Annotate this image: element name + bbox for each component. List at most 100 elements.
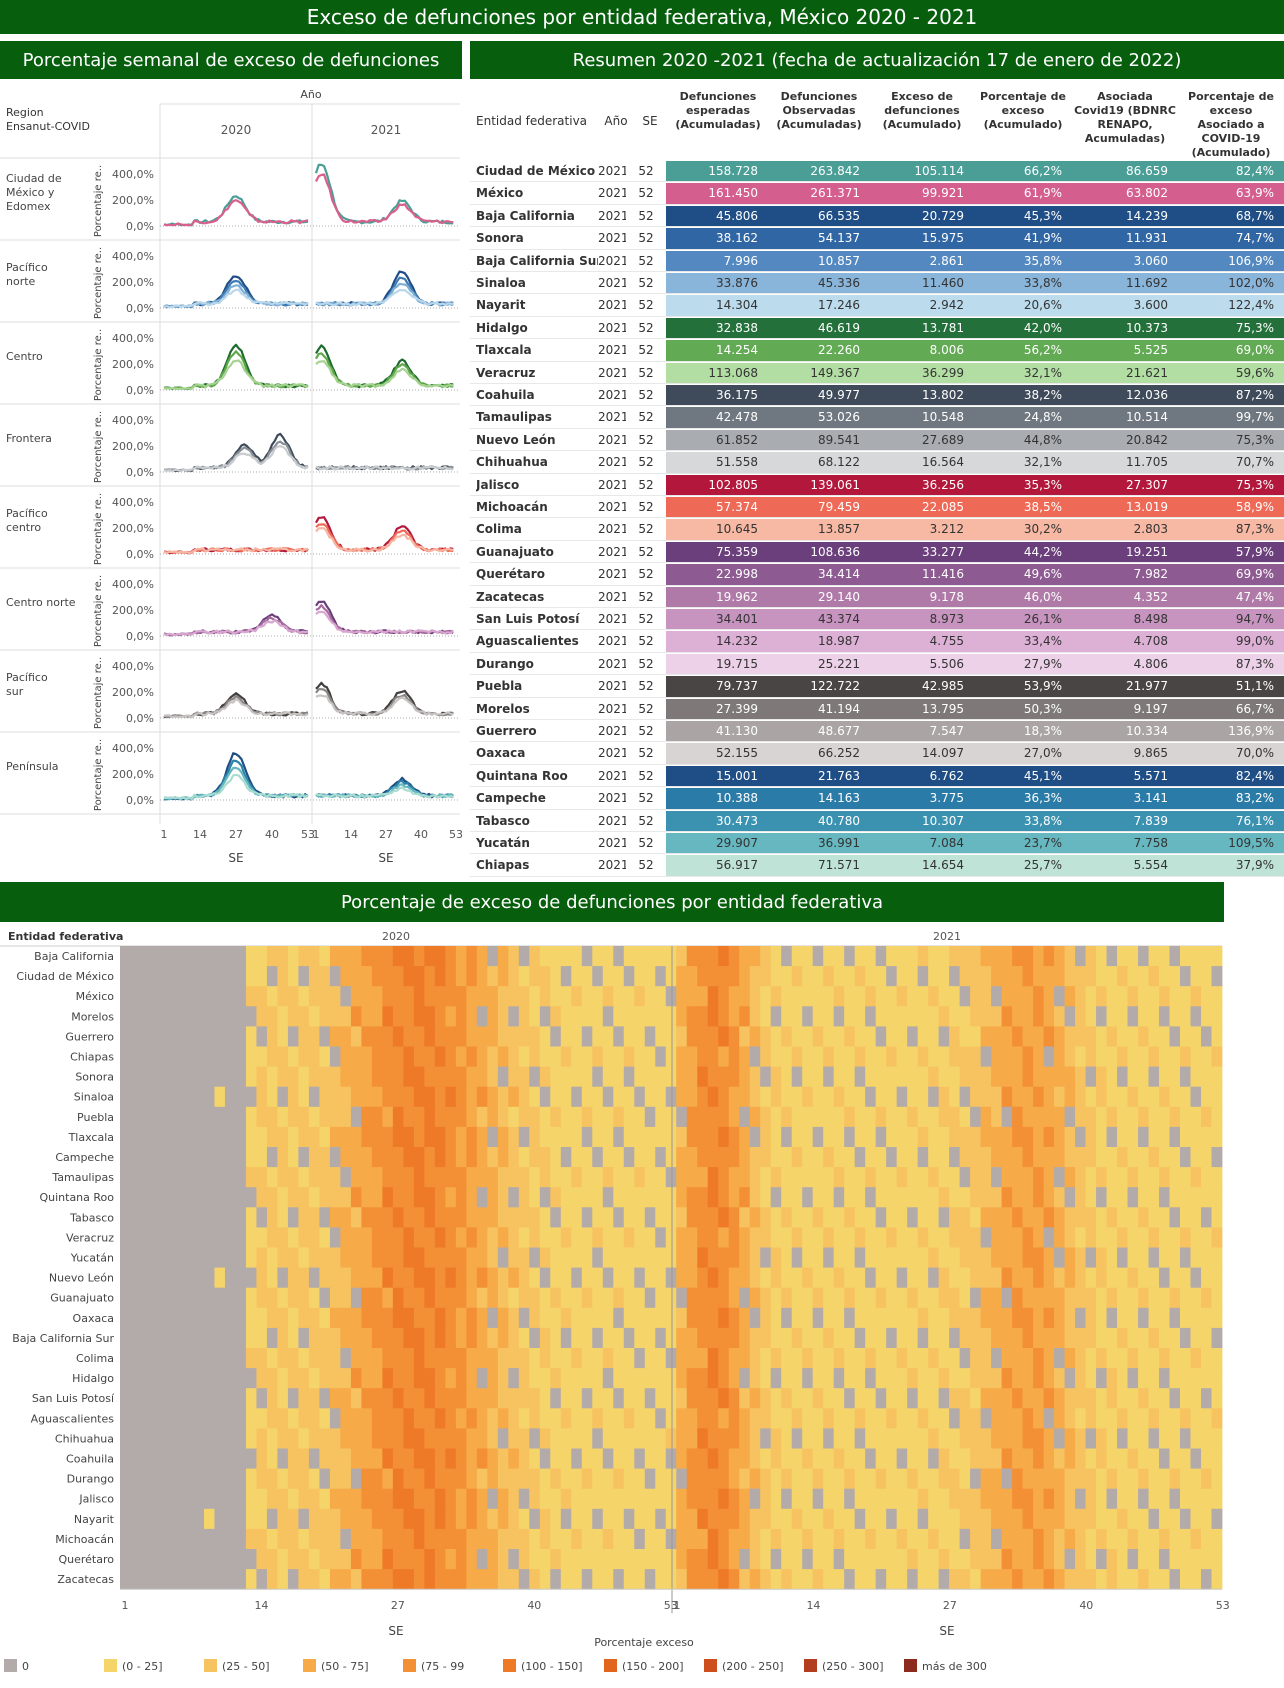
heatmap-cell: [140, 1126, 152, 1148]
heatmap-cell: [833, 1187, 845, 1208]
heatmap-cell: [865, 986, 877, 1007]
heatmap-cell: [1043, 1488, 1055, 1510]
heatmap-cell: [1211, 1549, 1223, 1570]
cell-pct_covid: 76,1%: [1235, 813, 1274, 828]
heatmap-cell: [518, 1126, 530, 1148]
heatmap-cell: [781, 1428, 793, 1449]
heatmap-cell: [550, 1106, 562, 1128]
heatmap-cell: [151, 1167, 163, 1188]
heatmap-cell: [602, 1488, 614, 1510]
heatmap-cell: [613, 1167, 625, 1188]
heatmap-cell: [896, 1066, 908, 1088]
heatmap-cell: [602, 1388, 614, 1409]
heatmap-cell: [120, 1287, 131, 1309]
heatmap-cell: [665, 1046, 677, 1067]
heatmap-cell: [161, 986, 173, 1007]
heatmap-cell: [413, 1227, 425, 1248]
heatmap-cell: [172, 1508, 184, 1530]
heatmap-cell: [634, 1106, 646, 1128]
heatmap-cell: [1169, 1327, 1181, 1349]
heatmap-cell: [875, 1006, 887, 1027]
heatmap-cell: [455, 1428, 467, 1449]
heatmap-cell: [781, 1207, 793, 1228]
heatmap-cell: [340, 1468, 352, 1490]
heatmap-cell: [508, 1468, 520, 1490]
heatmap-cell: [991, 946, 1002, 967]
heatmap-cell: [1096, 1348, 1107, 1369]
heatmap-cell: [707, 946, 719, 967]
heatmap-cell: [266, 1046, 278, 1067]
heatmap-cell: [214, 1046, 226, 1067]
heatmap-cell: [172, 1247, 184, 1268]
heatmap-cell: [455, 966, 467, 987]
heatmap-cell: [214, 1267, 226, 1289]
heatmap-cell: [970, 1468, 982, 1490]
cell-exceso: 13.781: [922, 320, 964, 335]
heatmap-cell: [728, 1408, 740, 1429]
heatmap-cell: [602, 1207, 614, 1228]
cell-exceso: 99.921: [922, 186, 964, 201]
heatmap-cell: [497, 1147, 509, 1168]
heatmap-cell: [203, 1368, 215, 1389]
heatmap-cell: [875, 1569, 887, 1590]
heatmap-cell: [245, 1126, 257, 1148]
heatmap-cell: [833, 1569, 845, 1590]
heatmap-cell: [120, 1448, 131, 1469]
heatmap-cell: [1075, 1006, 1086, 1027]
table-row: Nayarit 2021 52 14.304 17.246 2.942 20,6% 3.600…: [470, 294, 1284, 317]
heatmap-cell: [214, 1528, 226, 1550]
cell-entidad: Zacatecas: [476, 589, 545, 604]
heatmap-cell: [130, 1569, 142, 1590]
heatmap-cell: [329, 1066, 341, 1088]
heatmap-cell: [224, 1086, 236, 1108]
heatmap-cell: [1106, 1227, 1118, 1248]
heatmap-cell: [1075, 986, 1086, 1007]
y-axis-label: Porcentaje re..: [93, 247, 104, 319]
table-row: Aguascalientes 2021 52 14.232 18.987 4.755 33,…: [470, 630, 1284, 653]
heatmap-cell: [455, 1448, 467, 1469]
heatmap-cell: [308, 1006, 320, 1027]
heatmap-cell: [455, 1327, 467, 1349]
heatmap-cell: [781, 1046, 793, 1067]
heatmap-cell: [224, 1488, 236, 1510]
heatmap-cell: [634, 966, 646, 987]
heatmap-cell: [560, 1106, 572, 1128]
heatmap-cell: [770, 1006, 782, 1027]
heatmap-cell: [1169, 1368, 1181, 1389]
heatmap-cell: [707, 1147, 719, 1168]
heatmap-cell: [644, 1388, 656, 1409]
heatmap-cell: [256, 1267, 268, 1289]
heatmap-cell: [1190, 1569, 1202, 1590]
heatmap-cell: [833, 1086, 845, 1108]
heatmap-cell: [151, 1307, 163, 1329]
heatmap-cell: [917, 1287, 929, 1309]
heatmap-cell: [550, 1207, 562, 1228]
heatmap-cell: [1117, 1348, 1128, 1369]
heatmap-cell: [812, 1287, 824, 1309]
heatmap-cell: [917, 1046, 929, 1067]
heatmap-cell: [518, 1388, 530, 1409]
heatmap-row-label: Oaxaca: [73, 1312, 114, 1325]
heatmap-cell: [1180, 1006, 1191, 1027]
heatmap-cell: [1211, 1106, 1223, 1128]
heatmap-cell: [1148, 1508, 1160, 1530]
heatmap-cell: [1022, 1528, 1034, 1550]
heatmap-cell: [1169, 1207, 1181, 1228]
heatmap-cell: [497, 1388, 509, 1409]
heatmap-cell: [319, 1126, 331, 1148]
heatmap-cell: [161, 1428, 173, 1449]
heatmap-cell: [760, 946, 772, 967]
heatmap-cell: [592, 1106, 604, 1128]
heatmap-cell: [403, 1307, 415, 1329]
heatmap-cell: [455, 1508, 467, 1530]
heatmap-cell: [434, 1448, 446, 1469]
heatmap-cell: [928, 1287, 940, 1309]
heatmap-cell: [1169, 1508, 1181, 1530]
heatmap-cell: [277, 1106, 289, 1128]
cell-observadas: 49.977: [818, 388, 860, 402]
heatmap-cell: [130, 1247, 142, 1268]
heatmap-cell: [1148, 1066, 1160, 1088]
heatmap-cell: [340, 1267, 352, 1289]
heatmap-cell: [655, 1167, 667, 1188]
row-color-band: [666, 205, 1284, 227]
